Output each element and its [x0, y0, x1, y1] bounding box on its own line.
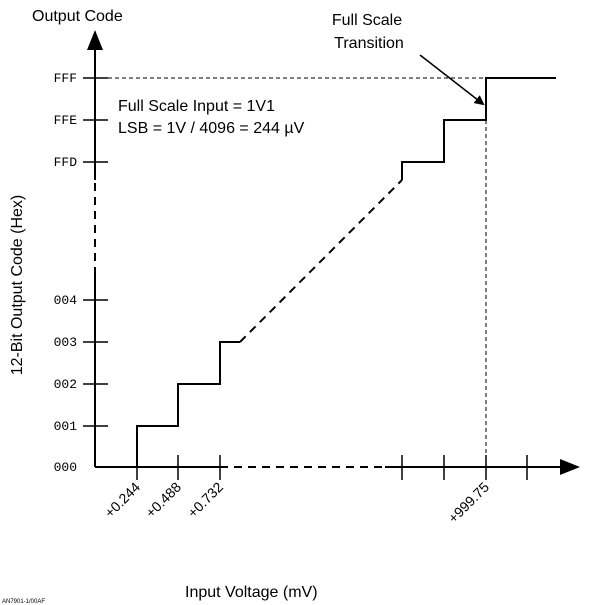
- y-axis-top-title: Output Code: [32, 8, 123, 25]
- y-code-labels: 000 001 002 003 004 FFD FFE FFF: [54, 71, 78, 475]
- code-label-ffd: FFD: [54, 155, 78, 170]
- full-scale-annotation-line1: Full Scale: [332, 12, 402, 29]
- x-ticks: [136, 455, 528, 480]
- full-scale-transition-pointer: [419, 54, 485, 106]
- y-axis-side-title: 12-Bit Output Code (Hex): [9, 195, 26, 376]
- figure-id: AN7901-1/00AF: [2, 599, 45, 605]
- x-axis-title: Input Voltage (mV): [185, 584, 318, 601]
- code-label-ffe: FFE: [54, 113, 78, 128]
- x-label-0-732: +0.732: [184, 479, 226, 521]
- x-axis: [95, 459, 580, 475]
- code-label-004: 004: [54, 293, 78, 308]
- code-label-fff: FFF: [54, 71, 77, 86]
- y-axis: [87, 30, 103, 467]
- code-label-002: 002: [54, 377, 77, 392]
- x-label-0-488: +0.488: [142, 479, 184, 521]
- x-label-0-244: +0.244: [101, 479, 143, 521]
- x-axis-arrow-icon: [560, 459, 580, 475]
- code-label-001: 001: [54, 419, 78, 434]
- y-ticks: [83, 77, 108, 427]
- full-scale-guides: [108, 77, 487, 455]
- code-label-000: 000: [54, 460, 77, 475]
- x-label-999-75: +999.75: [445, 479, 493, 527]
- code-label-003: 003: [54, 335, 77, 350]
- x-tick-labels: +0.244 +0.488 +0.732 +999.75: [101, 479, 492, 527]
- full-scale-annotation-line2: Transition: [334, 35, 404, 52]
- lsb-text: LSB = 1V / 4096 = 244 µV: [118, 120, 305, 137]
- y-axis-arrow-icon: [87, 30, 103, 50]
- full-scale-input-text: Full Scale Input = 1V1: [118, 98, 275, 115]
- transfer-staircase: [136, 77, 556, 467]
